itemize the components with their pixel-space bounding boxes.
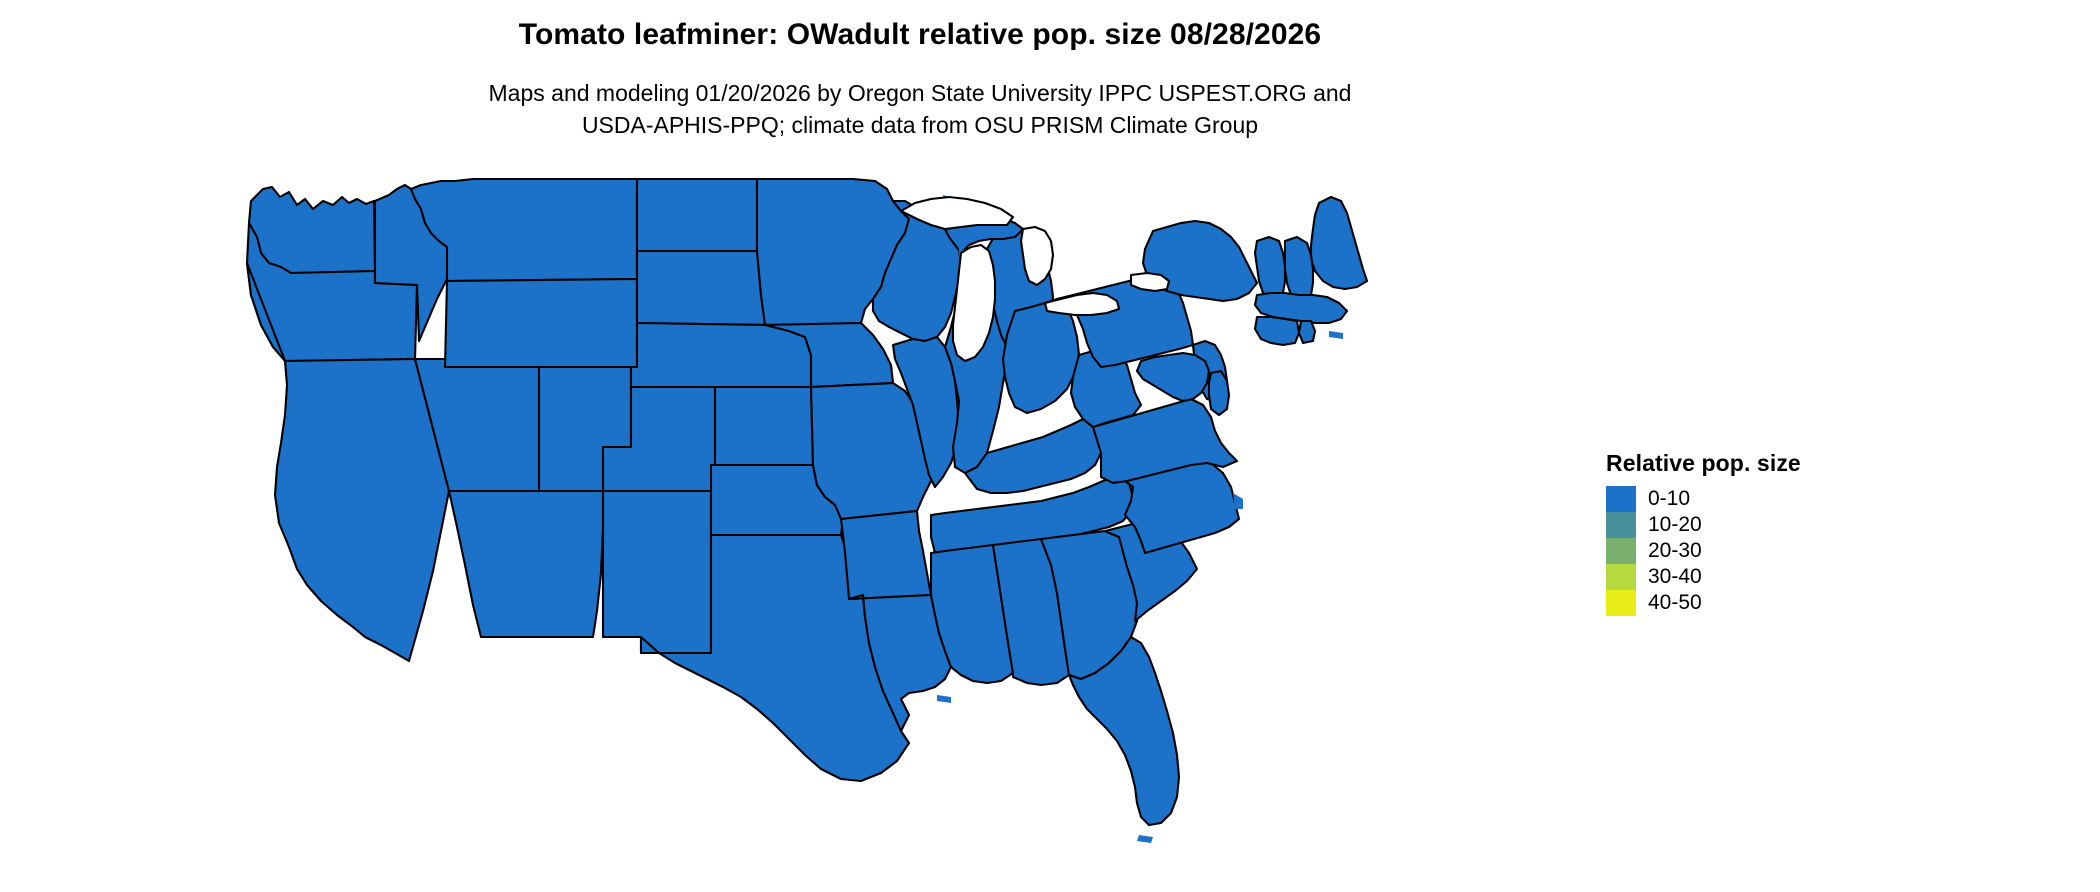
great-lakes [899,195,1171,363]
state-arizona[interactable] [447,489,605,639]
us-map-svg [245,177,1369,843]
legend-swatch-30-40 [1606,564,1636,590]
fleck-texas-barrier [869,715,883,725]
state-montana[interactable] [409,177,639,283]
lake-huron [1019,225,1055,287]
legend-label-0-10: 0-10 [1648,487,1691,510]
map-legend: Relative pop. size 0-10 10-20 20-30 30-4… [1606,450,1906,616]
state-connecticut[interactable] [1253,315,1301,347]
lake-erie [1043,291,1121,317]
state-south-dakota[interactable] [635,249,767,327]
legend-row[interactable]: 10-20 [1606,512,1906,538]
legend-label-10-20: 10-20 [1648,513,1702,536]
legend-items: 0-10 10-20 20-30 30-40 40-50 [1606,486,1906,616]
state-georgia[interactable] [1039,529,1141,681]
state-north-dakota[interactable] [635,177,759,253]
subtitle-line-2: USDA-APHIS-PPQ; climate data from OSU PR… [581,112,1259,138]
state-ohio[interactable] [1001,297,1081,415]
state-arkansas[interactable] [839,509,933,601]
fleck-channel-islands-2 [331,587,349,597]
legend-swatch-0-10 [1606,486,1636,512]
title-block: Tomato leafminer: OWadult relative pop. … [0,18,1840,53]
state-delaware[interactable] [1207,369,1231,417]
legend-row[interactable]: 20-30 [1606,538,1906,564]
fleck-outer-banks [1233,493,1243,509]
state-mississippi[interactable] [929,543,1015,685]
legend-swatch-10-20 [1606,512,1636,538]
legend-row[interactable]: 40-50 [1606,590,1906,616]
fleck-puget-sound [275,197,293,219]
state-nebraska[interactable] [629,321,813,389]
legend-swatch-40-50 [1606,590,1636,616]
fleck-florida-keys [1137,835,1153,843]
state-virginia[interactable] [1091,397,1239,485]
legend-label-30-40: 30-40 [1648,565,1702,588]
state-california[interactable] [245,261,451,663]
legend-row[interactable]: 30-40 [1606,564,1906,590]
fleck-gulf-barrier [937,695,951,703]
legend-row[interactable]: 0-10 [1606,486,1906,512]
legend-label-20-30: 20-30 [1648,539,1702,562]
lake-superior [899,195,1015,231]
lake-michigan [951,243,997,363]
us-choropleth-map [245,175,1575,885]
legend-label-40-50: 40-50 [1648,591,1702,614]
legend-swatch-20-30 [1606,538,1636,564]
state-maine[interactable] [1309,195,1369,291]
state-vermont[interactable] [1253,235,1287,299]
state-new-hampshire[interactable] [1283,235,1315,301]
state-wyoming[interactable] [443,277,639,369]
state-florida[interactable] [1067,635,1181,827]
page-title: Tomato leafminer: OWadult relative pop. … [518,18,1322,51]
legend-title: Relative pop. size [1606,450,1801,476]
fleck-long-island-tip [1329,331,1343,339]
subtitle-block: Maps and modeling 01/20/2026 by Oregon S… [0,77,1840,141]
state-rhode-island[interactable] [1297,319,1317,345]
state-polygons [245,177,1369,843]
state-maryland[interactable] [1135,351,1211,403]
lake-ontario [1129,271,1171,293]
state-massachusetts[interactable] [1253,291,1349,325]
subtitle-line-1: Maps and modeling 01/20/2026 by Oregon S… [488,80,1352,106]
state-new-mexico[interactable] [601,489,713,655]
fleck-channel-islands-1 [301,563,319,573]
